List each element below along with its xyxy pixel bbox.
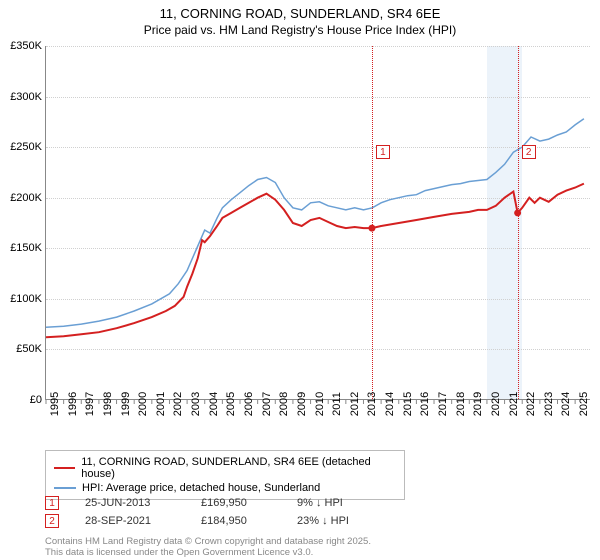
sales-table: 1 25-JUN-2013 £169,950 9% ↓ HPI 2 28-SEP… [45,494,377,530]
x-tick-label: 2016 [419,392,431,416]
x-tick-label: 2013 [366,392,378,416]
legend-row: 11, CORNING ROAD, SUNDERLAND, SR4 6EE (d… [54,455,396,481]
x-tick-label: 2021 [508,392,520,416]
x-tick-label: 2019 [472,392,484,416]
x-tick-label: 2002 [172,392,184,416]
legend-row: HPI: Average price, detached house, Sund… [54,481,396,495]
sale-date: 25-JUN-2013 [85,497,175,509]
legend-label: HPI: Average price, detached house, Sund… [82,482,320,494]
sale-marker-icon: 2 [45,514,59,528]
y-tick-label: £200K [10,192,42,204]
legend-swatch [54,467,75,469]
x-tick-label: 2008 [278,392,290,416]
sale-price: £184,950 [201,515,271,527]
title-block: 11, CORNING ROAD, SUNDERLAND, SR4 6EE Pr… [0,0,600,37]
y-tick-label: £250K [10,141,42,153]
sale-row: 1 25-JUN-2013 £169,950 9% ↓ HPI [45,494,377,512]
y-tick-label: £100K [10,293,42,305]
x-tick-label: 2023 [543,392,555,416]
x-tick-label: 2024 [560,392,572,416]
x-tick-label: 2020 [490,392,502,416]
x-tick-label: 2010 [314,392,326,416]
sale-marker-box: 1 [376,145,390,159]
x-tick-label: 2005 [225,392,237,416]
x-tick-label: 1998 [102,392,114,416]
sale-pct-vs-hpi: 9% ↓ HPI [297,497,377,509]
x-tick-label: 2011 [331,392,343,416]
chart-title: 11, CORNING ROAD, SUNDERLAND, SR4 6EE [0,6,600,21]
x-tick-label: 2018 [455,392,467,416]
x-tick-label: 2001 [155,392,167,416]
footer-attribution: Contains HM Land Registry data © Crown c… [45,536,371,559]
legend-swatch [54,487,76,489]
sale-row: 2 28-SEP-2021 £184,950 23% ↓ HPI [45,512,377,530]
y-tick-label: £0 [30,394,42,406]
x-tick-label: 2000 [137,392,149,416]
series-hpi [46,119,584,327]
sale-price: £169,950 [201,497,271,509]
x-tick-label: 2014 [384,392,396,416]
sale-date: 28-SEP-2021 [85,515,175,527]
y-tick-label: £300K [10,91,42,103]
x-tick-label: 2006 [243,392,255,416]
sale-marker-line [372,46,373,399]
chart-container: 11, CORNING ROAD, SUNDERLAND, SR4 6EE Pr… [0,0,600,560]
y-tick-label: £150K [10,242,42,254]
x-tick-label: 1999 [120,392,132,416]
x-tick-label: 2025 [578,392,590,416]
x-tick-label: 2022 [525,392,537,416]
x-tick-label: 2007 [261,392,273,416]
x-tick-label: 2017 [437,392,449,416]
x-tick-label: 2004 [208,392,220,416]
x-tick-label: 1995 [49,392,61,416]
x-tick-label: 2012 [349,392,361,416]
x-tick-label: 2015 [402,392,414,416]
x-tick-label: 1997 [84,392,96,416]
footer-line: Contains HM Land Registry data © Crown c… [45,536,371,547]
x-tick-label: 2003 [190,392,202,416]
sale-marker-line [518,46,519,399]
y-tick-label: £350K [10,40,42,52]
y-tick-label: £50K [16,343,42,355]
legend-box: 11, CORNING ROAD, SUNDERLAND, SR4 6EE (d… [45,450,405,500]
sale-marker-box: 2 [522,145,536,159]
chart-svg [46,46,591,400]
x-tick-label: 2009 [296,392,308,416]
legend-label: 11, CORNING ROAD, SUNDERLAND, SR4 6EE (d… [81,456,396,480]
sale-pct-vs-hpi: 23% ↓ HPI [297,515,377,527]
footer-line: This data is licensed under the Open Gov… [45,547,371,558]
plot-area: 12 [45,46,590,400]
chart-subtitle: Price paid vs. HM Land Registry's House … [0,23,600,37]
sale-marker-icon: 1 [45,496,59,510]
x-tick-label: 1996 [67,392,79,416]
